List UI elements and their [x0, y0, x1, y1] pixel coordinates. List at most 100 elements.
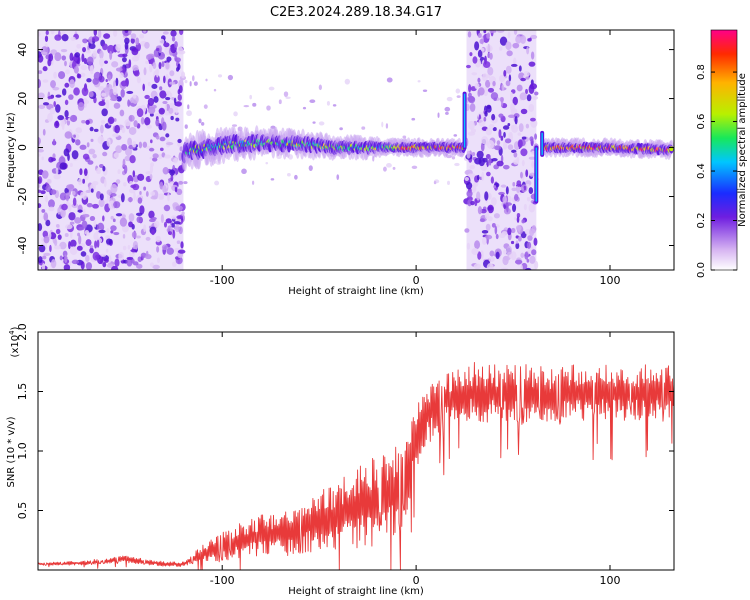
noise-speckle — [54, 120, 60, 129]
noise-speckle — [50, 49, 58, 55]
noise-speckle — [129, 180, 133, 185]
noise-speckle — [42, 255, 47, 260]
noise-speckle — [489, 52, 493, 60]
noise-speckle — [529, 83, 538, 90]
noise-speckle — [133, 191, 136, 201]
colorbar-gradient — [710, 29, 738, 271]
noise-speckle — [132, 261, 139, 266]
noise-speckle — [474, 82, 480, 90]
noise-speckle — [38, 153, 41, 157]
noise-speckle — [68, 212, 76, 221]
noise-speckle — [496, 140, 501, 146]
noise-speckle — [89, 126, 94, 132]
y-tick-label: 40 — [16, 43, 29, 57]
noise-speckle — [487, 216, 493, 222]
noise-speckle — [480, 136, 489, 145]
noise-speckle — [38, 92, 45, 99]
noise-speckle — [84, 100, 87, 108]
noise-speckle — [76, 43, 81, 49]
noise-speckle — [53, 174, 61, 180]
noise-speckle — [527, 235, 533, 241]
noise-speckle — [489, 250, 495, 257]
noise-speckle — [92, 77, 100, 85]
noise-speckle — [507, 31, 511, 39]
noise-speckle — [145, 191, 149, 197]
noise-speckle — [175, 106, 179, 114]
noise-speckle — [152, 153, 159, 159]
noise-speckle — [487, 66, 494, 76]
noise-speckle — [55, 223, 60, 228]
noise-speckle — [163, 204, 171, 212]
noise-speckle — [485, 44, 493, 53]
noise-speckle — [520, 264, 523, 270]
noise-speckle — [41, 208, 46, 213]
noise-speckle — [126, 90, 134, 95]
sparse-speckle — [241, 168, 247, 175]
noise-speckle — [177, 94, 182, 101]
sparse-speckle — [187, 104, 190, 110]
noise-speckle — [139, 33, 145, 39]
noise-speckle — [61, 88, 67, 96]
noise-speckle — [102, 261, 107, 268]
noise-speckle — [159, 90, 167, 99]
noise-speckle — [482, 61, 491, 68]
noise-speckle — [42, 79, 49, 83]
noise-speckle — [69, 162, 73, 167]
noise-speckle — [98, 86, 103, 91]
noise-speckle — [171, 97, 175, 101]
noise-speckle — [127, 137, 132, 146]
noise-speckle — [174, 55, 178, 62]
noise-speckle — [165, 90, 171, 95]
noise-speckle — [91, 36, 100, 42]
noise-speckle — [52, 153, 56, 159]
noise-speckle — [86, 78, 92, 83]
noise-speckle — [503, 256, 511, 261]
sparse-speckle — [361, 126, 366, 130]
noise-speckle — [477, 251, 482, 260]
noise-speckle — [178, 152, 182, 161]
noise-speckle — [146, 124, 152, 129]
noise-speckle — [58, 71, 66, 80]
noise-speckle — [147, 81, 151, 87]
noise-speckle — [496, 30, 505, 33]
noise-speckle — [473, 263, 481, 270]
noise-speckle — [126, 256, 134, 260]
noise-speckle — [65, 192, 70, 202]
noise-speckle — [117, 169, 121, 175]
noise-speckle — [44, 35, 49, 42]
noise-speckle — [155, 134, 160, 140]
noise-speckle — [38, 31, 41, 37]
sparse-speckle — [186, 110, 192, 117]
noise-speckle — [47, 95, 54, 100]
noise-speckle — [77, 102, 85, 111]
noise-speckle — [494, 145, 502, 151]
noise-speckle — [110, 193, 117, 197]
noise-speckle — [153, 96, 159, 103]
noise-speckle — [493, 97, 497, 101]
noise-speckle — [102, 151, 108, 157]
noise-speckle — [66, 184, 74, 190]
noise-speckle — [137, 173, 145, 181]
noise-speckle — [477, 33, 482, 39]
noise-speckle — [158, 61, 162, 70]
snr-multiplier-base: (x10 — [10, 335, 21, 358]
noise-speckle — [84, 229, 90, 236]
noise-speckle — [148, 210, 155, 219]
x-tick-label: -100 — [210, 574, 235, 587]
sparse-speckle — [392, 166, 396, 170]
noise-speckle — [124, 164, 128, 174]
noise-speckle — [136, 263, 143, 269]
sparse-speckle — [268, 86, 275, 91]
sparse-speckle — [285, 96, 291, 99]
noise-speckle — [471, 152, 476, 157]
noise-region-haze — [38, 30, 184, 270]
noise-speckle — [42, 102, 50, 106]
noise-speckle — [138, 141, 143, 149]
noise-speckle — [467, 120, 475, 130]
noise-speckle — [63, 148, 70, 157]
sparse-speckle — [411, 165, 418, 169]
noise-speckle — [481, 236, 487, 245]
noise-speckle — [486, 171, 491, 177]
noise-speckle — [40, 51, 48, 55]
noise-speckle — [38, 136, 41, 146]
